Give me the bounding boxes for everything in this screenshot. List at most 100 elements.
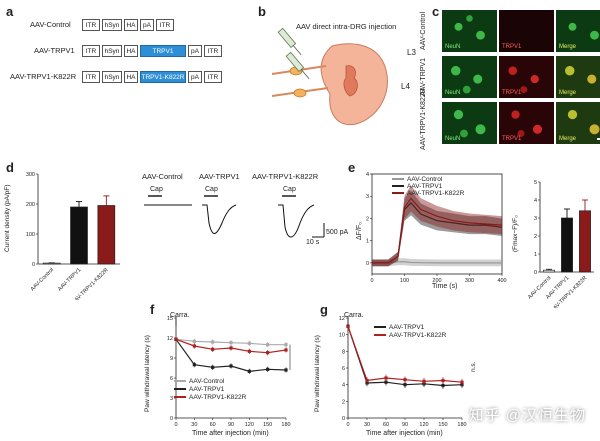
panel-b-title: AAV direct intra-DRG injection <box>296 22 397 31</box>
data-point <box>211 340 215 344</box>
scale-amp: 500 pA <box>326 229 349 236</box>
data-point <box>384 376 388 380</box>
data-point <box>441 383 445 388</box>
watermark: 知乎 @汉恒生物 <box>468 407 586 424</box>
bar <box>70 206 88 265</box>
y-axis-label: Paw withdrawal latency (s) <box>144 335 151 412</box>
channel-label: TRPV1 <box>502 136 522 142</box>
data-point <box>247 349 251 353</box>
data-point <box>229 341 233 345</box>
bar <box>561 217 573 273</box>
x-tick-label: 0 <box>370 278 373 284</box>
data-point <box>211 365 215 369</box>
trpv1-insert: TRPV1 <box>140 45 186 57</box>
legend-label: AAV-TRPV1-K822R <box>189 394 247 401</box>
x-tick-label: 120 <box>419 422 428 428</box>
cap-label: Cap <box>283 186 296 193</box>
scale-bar <box>597 138 600 140</box>
micrograph-merge: Merge <box>556 10 600 52</box>
panel-letter-g: g <box>320 302 328 317</box>
data-point <box>284 368 288 372</box>
y-tick-label: 6 <box>170 376 173 382</box>
panel-letter-e: e <box>348 160 356 175</box>
x-tick-label: 90 <box>228 422 234 428</box>
construct-block: pA <box>188 45 202 57</box>
series-line <box>372 197 503 264</box>
series-band <box>372 258 502 267</box>
panel-letter-a: a <box>6 4 14 19</box>
y-tick-label: 0 <box>366 261 369 267</box>
patch-clamp-traces <box>144 195 325 238</box>
legend-item: AAV-TRPV1-K822R <box>174 394 246 402</box>
carra-annotation: Carra. <box>344 312 364 319</box>
legend-item: AAV-TRPV1 <box>374 324 446 332</box>
y-axis-label: (Fmax−F)/F₀ <box>512 215 519 252</box>
micrograph-merge: Merge <box>556 56 600 98</box>
row-label: AAV-TRPV1-K822R <box>420 88 427 150</box>
bar-chart-fmax: 012345AAV-ControlAAV-TRPV1AAV-TRPV1-K822… <box>527 180 594 308</box>
micrograph-neun: NeuN <box>442 10 497 52</box>
channel-label: TRPV1 <box>502 90 522 96</box>
construct-block: ITR <box>204 71 222 83</box>
construct-block: HA <box>124 71 138 83</box>
x-tick-label: AAV-TRPV1 <box>57 267 82 292</box>
construct-label: AAV-TRPV1-K822R <box>10 72 77 81</box>
legend-item: AAV-TRPV1 <box>174 386 246 394</box>
channel-label: NeuN <box>445 44 461 50</box>
x-tick-label: 30 <box>191 422 197 428</box>
panel-letter-d: d <box>6 160 14 175</box>
legend-label: AAV-TRPV1 <box>389 324 425 331</box>
legend-item: AAV-TRPV1-K822R <box>374 332 446 340</box>
y-axis-label: Paw withdrawal latency (s) <box>314 335 321 412</box>
x-tick-label: 150 <box>263 422 272 428</box>
data-point <box>192 363 196 367</box>
x-tick-label: 300 <box>465 278 474 284</box>
channel-label: TRPV1 <box>502 44 522 50</box>
legend-label: AAV-TRPV1-K822R <box>389 332 447 339</box>
data-point <box>266 343 270 347</box>
data-point <box>460 380 464 384</box>
y-tick-label: 12 <box>339 316 345 322</box>
significance-label: n.s. <box>470 361 477 372</box>
micrograph-trpv1: TRPV1 <box>499 102 554 144</box>
x-tick-label: 120 <box>245 422 254 428</box>
x-axis-label: Time (s) <box>432 283 458 290</box>
construct-block: ITR <box>82 45 100 57</box>
y-tick-label: 3 <box>366 194 369 200</box>
channel-label: Merge <box>559 44 577 50</box>
x-tick-label: 0 <box>174 422 177 428</box>
y-tick-label: 300 <box>26 172 35 178</box>
construct-block: ITR <box>204 45 222 57</box>
micrograph-neun: NeuN <box>442 102 497 144</box>
micrograph-trpv1: TRPV1 <box>499 10 554 52</box>
y-tick-label: 1 <box>534 252 537 258</box>
legend-item: AAV-Control <box>174 378 246 386</box>
carra-annotation: Carra. <box>170 312 190 319</box>
x-tick-label: 180 <box>457 422 466 428</box>
y-tick-label: 15 <box>167 316 173 322</box>
data-point <box>346 324 350 328</box>
x-tick-label: 400 <box>497 278 506 284</box>
legend-item: AAV-TRPV1 <box>392 183 464 190</box>
construct-block: ITR <box>82 19 100 31</box>
x-tick-label: AAV-Control <box>30 267 55 292</box>
data-point <box>266 351 270 355</box>
y-tick-label: 3 <box>534 216 537 222</box>
panel-letter-c: c <box>432 4 440 19</box>
y-tick-label: 10 <box>339 333 345 339</box>
trace-title: AAV-Control <box>142 172 183 181</box>
y-tick-label: 0 <box>32 262 35 268</box>
y-tick-label: 4 <box>366 172 369 178</box>
y-tick-label: 200 <box>26 202 35 208</box>
panel-letter-f: f <box>150 302 155 317</box>
data-point <box>365 378 369 383</box>
data-point <box>192 339 196 343</box>
x-tick-label: 60 <box>383 422 389 428</box>
trace-title: AAV-TRPV1-K822R <box>252 172 319 181</box>
data-point <box>403 383 407 387</box>
bar <box>579 210 591 273</box>
legend: AAV-Control AAV-TRPV1 AAV-TRPV1-K822R <box>174 378 246 402</box>
data-point <box>229 364 233 368</box>
